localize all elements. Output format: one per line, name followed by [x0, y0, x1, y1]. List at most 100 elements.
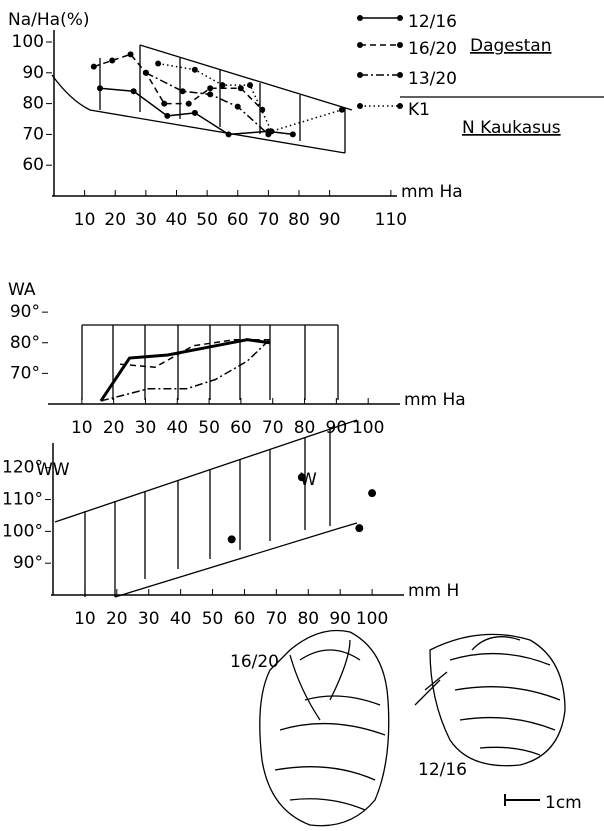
scale-label: 1cm: [545, 793, 582, 813]
point: [298, 473, 306, 481]
x-tick-label: 60: [227, 210, 249, 230]
series-line: [101, 340, 270, 401]
y-tick-label: 110°: [2, 490, 43, 510]
y-axis-label: WA: [8, 280, 36, 300]
point: [247, 82, 253, 88]
point: [207, 85, 213, 91]
point: [235, 104, 241, 110]
x-tick-label: 80: [288, 210, 310, 230]
x-tick-label: 110: [375, 210, 407, 230]
x-tick-label: 40: [166, 210, 188, 230]
x-axis-label: mm H: [408, 581, 459, 601]
point: [164, 113, 170, 119]
point: [207, 91, 213, 97]
shell-label: 16/20: [230, 652, 279, 672]
figure: 16/20 12/16 1cm Dagestan N Kaukasus W mm…: [0, 0, 604, 831]
x-tick-label: 70: [266, 609, 288, 629]
point: [109, 57, 115, 63]
y-tick-label: 100: [12, 32, 44, 52]
legend-label: K1: [408, 100, 430, 120]
point: [290, 131, 296, 137]
y-tick-label: 80°: [10, 333, 40, 353]
point: [91, 64, 97, 70]
shell-drawings: [260, 630, 565, 825]
legend-marker: [357, 103, 363, 109]
x-tick-label: 60: [234, 609, 256, 629]
point: [180, 88, 186, 94]
legend-marker: [397, 42, 403, 48]
x-tick-label: 40: [166, 418, 188, 438]
legend-marker: [357, 15, 363, 21]
x-tick-label: 10: [74, 609, 96, 629]
point: [226, 131, 232, 137]
point: [128, 51, 134, 57]
envelope-2: [82, 325, 338, 400]
envelope-1: [52, 45, 352, 153]
x-tick-label: 80: [297, 609, 319, 629]
point: [355, 524, 363, 532]
x-axis-label: mm Ha: [404, 390, 466, 410]
y-tick-label: 120°: [2, 458, 43, 478]
point: [268, 128, 274, 134]
y-tick-label: 80: [22, 94, 44, 114]
point: [192, 110, 198, 116]
x-tick-label: 90: [329, 609, 351, 629]
point: [186, 101, 192, 107]
legend-label: 12/16: [408, 12, 457, 32]
x-tick-label: 100: [352, 418, 384, 438]
point: [97, 85, 103, 91]
point: [131, 88, 137, 94]
x-tick-label: 30: [138, 609, 160, 629]
x-tick-label: 80: [294, 418, 316, 438]
x-tick-label: 90: [319, 210, 341, 230]
point: [228, 535, 236, 543]
point: [219, 82, 225, 88]
x-tick-label: 60: [230, 418, 252, 438]
legend-label: 16/20: [408, 39, 457, 59]
x-tick-label: 90: [326, 418, 348, 438]
x-tick-label: 30: [135, 418, 157, 438]
legend-marker: [357, 42, 363, 48]
point: [259, 107, 265, 113]
legend-marker: [397, 15, 403, 21]
y-tick-label: 60: [22, 155, 44, 175]
y-tick-label: 70: [22, 124, 44, 144]
x-tick-label: 20: [104, 210, 126, 230]
x-tick-label: 20: [106, 609, 128, 629]
legend-marker: [357, 72, 363, 78]
point: [339, 107, 345, 113]
envelope-3: [55, 420, 357, 597]
y-tick-label: 100°: [2, 521, 43, 541]
x-tick-label: 50: [198, 418, 220, 438]
y-tick-label: 90°: [10, 302, 40, 322]
series-line: [94, 54, 262, 109]
x-axis-label: mm Ha: [401, 182, 463, 202]
x-tick-label: 100: [356, 609, 388, 629]
point: [238, 85, 244, 91]
annotation: Dagestan: [470, 36, 551, 56]
x-tick-label: 70: [258, 210, 280, 230]
x-tick-label: 10: [71, 418, 93, 438]
annotation: N Kaukasus: [462, 118, 561, 138]
point: [143, 70, 149, 76]
legend-marker: [397, 72, 403, 78]
point: [161, 101, 167, 107]
x-tick-label: 30: [135, 210, 157, 230]
series-line: [120, 340, 270, 368]
x-tick-label: 50: [196, 210, 218, 230]
x-tick-label: 20: [103, 418, 125, 438]
point: [368, 489, 376, 497]
x-tick-label: 10: [74, 210, 96, 230]
x-tick-label: 70: [262, 418, 284, 438]
y-axis-label: Na/Ha(%): [8, 10, 89, 30]
legend-label: 13/20: [408, 69, 457, 89]
series-line: [101, 340, 270, 401]
point: [192, 67, 198, 73]
y-tick-label: 90: [22, 63, 44, 83]
y-tick-label: 70°: [10, 363, 40, 383]
y-tick-label: 90°: [13, 553, 43, 573]
legend-marker: [397, 103, 403, 109]
x-tick-label: 40: [170, 609, 192, 629]
point: [155, 61, 161, 67]
x-tick-label: 50: [202, 609, 224, 629]
